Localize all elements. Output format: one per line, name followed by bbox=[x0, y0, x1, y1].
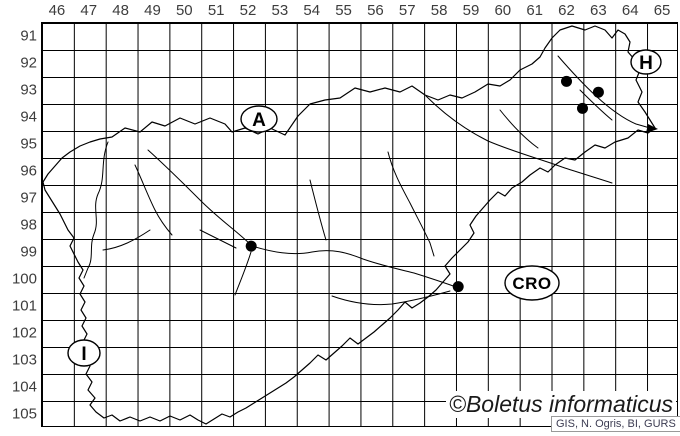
occurrence-dot-5 bbox=[452, 281, 464, 293]
row-label-103: 103 bbox=[11, 351, 37, 368]
occurrence-dot-4 bbox=[245, 240, 257, 252]
credits-text: GIS, N. Ogris, BI, GURS bbox=[551, 416, 680, 433]
col-label-52: 52 bbox=[239, 2, 257, 19]
row-label-105: 105 bbox=[11, 405, 37, 422]
row-label-99: 99 bbox=[20, 243, 37, 260]
river bbox=[425, 95, 613, 184]
col-label-56: 56 bbox=[367, 2, 384, 19]
river bbox=[499, 109, 539, 149]
utm-grid bbox=[41, 22, 678, 427]
col-label-48: 48 bbox=[112, 2, 129, 19]
river bbox=[234, 251, 252, 296]
col-label-60: 60 bbox=[494, 2, 512, 19]
col-label-58: 58 bbox=[430, 2, 448, 19]
row-label-93: 93 bbox=[20, 81, 37, 98]
country-label-hungary: H bbox=[639, 53, 653, 74]
east-tip-arrow bbox=[646, 124, 658, 133]
rivers bbox=[83, 55, 651, 306]
row-label-101: 101 bbox=[11, 297, 37, 314]
col-label-50: 50 bbox=[175, 2, 193, 19]
river bbox=[83, 141, 109, 279]
country-ellipse-austria bbox=[240, 105, 278, 133]
col-label-46: 46 bbox=[48, 2, 66, 19]
country-ellipse-hungary bbox=[630, 49, 662, 75]
river bbox=[579, 89, 613, 121]
copyright-text: ©Boletus informaticus bbox=[446, 391, 677, 418]
row-label-102: 102 bbox=[11, 324, 37, 341]
col-label-53: 53 bbox=[271, 2, 289, 19]
country-label-italy: I bbox=[81, 344, 86, 365]
occurrence-dot-1 bbox=[561, 75, 572, 87]
river bbox=[309, 179, 327, 241]
row-label-91: 91 bbox=[20, 27, 37, 44]
river bbox=[199, 229, 237, 249]
river bbox=[147, 149, 460, 289]
row-label-92: 92 bbox=[20, 54, 37, 71]
col-label-54: 54 bbox=[303, 2, 321, 19]
col-label-64: 64 bbox=[621, 2, 639, 19]
col-label-51: 51 bbox=[207, 2, 225, 19]
col-label-57: 57 bbox=[398, 2, 416, 19]
col-label-65: 65 bbox=[653, 2, 671, 19]
river bbox=[102, 229, 151, 251]
row-label-98: 98 bbox=[20, 216, 37, 233]
row-label-100: 100 bbox=[11, 270, 37, 287]
occurrence-dot-2 bbox=[592, 86, 604, 98]
river bbox=[387, 151, 435, 257]
occurrence-dot-3 bbox=[577, 102, 588, 114]
row-label-95: 95 bbox=[20, 135, 37, 152]
river bbox=[134, 164, 173, 236]
country-label-austria: A bbox=[252, 110, 266, 131]
row-label-96: 96 bbox=[20, 162, 37, 179]
col-label-63: 63 bbox=[590, 2, 607, 19]
col-label-59: 59 bbox=[462, 2, 480, 19]
slovenia-border bbox=[42, 25, 656, 425]
col-label-61: 61 bbox=[526, 2, 544, 19]
country-labels: A H CRO I bbox=[67, 49, 662, 367]
occurrence-dots bbox=[245, 75, 604, 293]
river bbox=[331, 290, 451, 306]
col-label-55: 55 bbox=[335, 2, 352, 19]
country-label-croatia: CRO bbox=[512, 274, 551, 293]
country-ellipse-italy bbox=[67, 339, 101, 367]
row-label-104: 104 bbox=[11, 378, 37, 395]
row-label-94: 94 bbox=[20, 108, 37, 125]
col-label-49: 49 bbox=[144, 2, 161, 19]
col-label-62: 62 bbox=[558, 2, 575, 19]
col-label-47: 47 bbox=[80, 2, 98, 19]
row-label-97: 97 bbox=[20, 189, 37, 206]
country-ellipse-croatia bbox=[504, 265, 560, 301]
